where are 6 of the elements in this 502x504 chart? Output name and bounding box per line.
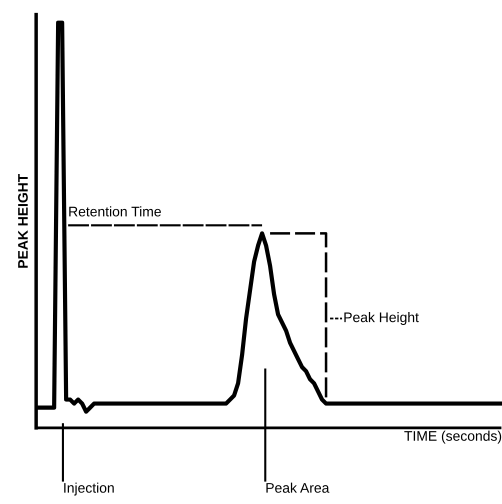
annotation: Peak Height: [344, 312, 419, 325]
y-axis-title: PEAK HEIGHT: [18, 174, 28, 268]
annotation: Retention Time: [69, 206, 161, 216]
x-axis-title: TIME (seconds): [404, 430, 502, 444]
text: Peak Area: [266, 482, 330, 493]
text: Injection: [64, 482, 114, 496]
